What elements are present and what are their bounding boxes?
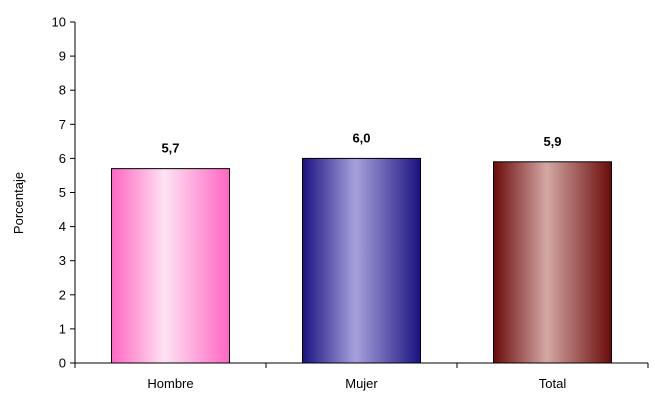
bars <box>111 157 612 364</box>
data-label-hombre: 5,7 <box>161 141 179 156</box>
y-tick-label: 2 <box>59 287 66 302</box>
category-label-mujer: Mujer <box>345 376 378 391</box>
data-labels: 5,7 6,0 5,9 <box>161 130 561 155</box>
y-tick-label: 9 <box>59 49 66 64</box>
category-label-hombre: Hombre <box>147 376 193 391</box>
y-axis-ticks: 0 1 2 3 4 5 6 7 8 9 10 <box>52 15 649 371</box>
y-tick-label: 8 <box>59 83 66 98</box>
y-axis-title: Porcentaje <box>11 172 26 234</box>
bar-hombre <box>111 168 230 364</box>
category-label-total: Total <box>539 376 567 391</box>
y-tick-label: 3 <box>59 253 66 268</box>
bar-mujer <box>302 157 421 364</box>
y-tick-label: 6 <box>59 151 66 166</box>
y-tick-label: 4 <box>59 219 66 234</box>
y-tick-label: 5 <box>59 185 66 200</box>
y-tick-label: 0 <box>59 356 66 371</box>
data-label-mujer: 6,0 <box>352 130 370 145</box>
y-tick-label: 10 <box>52 15 66 30</box>
y-tick-label: 7 <box>59 117 66 132</box>
y-tick-label: 1 <box>59 321 66 336</box>
x-axis-labels: Hombre Mujer Total <box>147 376 566 391</box>
data-label-total: 5,9 <box>543 134 561 149</box>
bar-total <box>493 161 612 364</box>
